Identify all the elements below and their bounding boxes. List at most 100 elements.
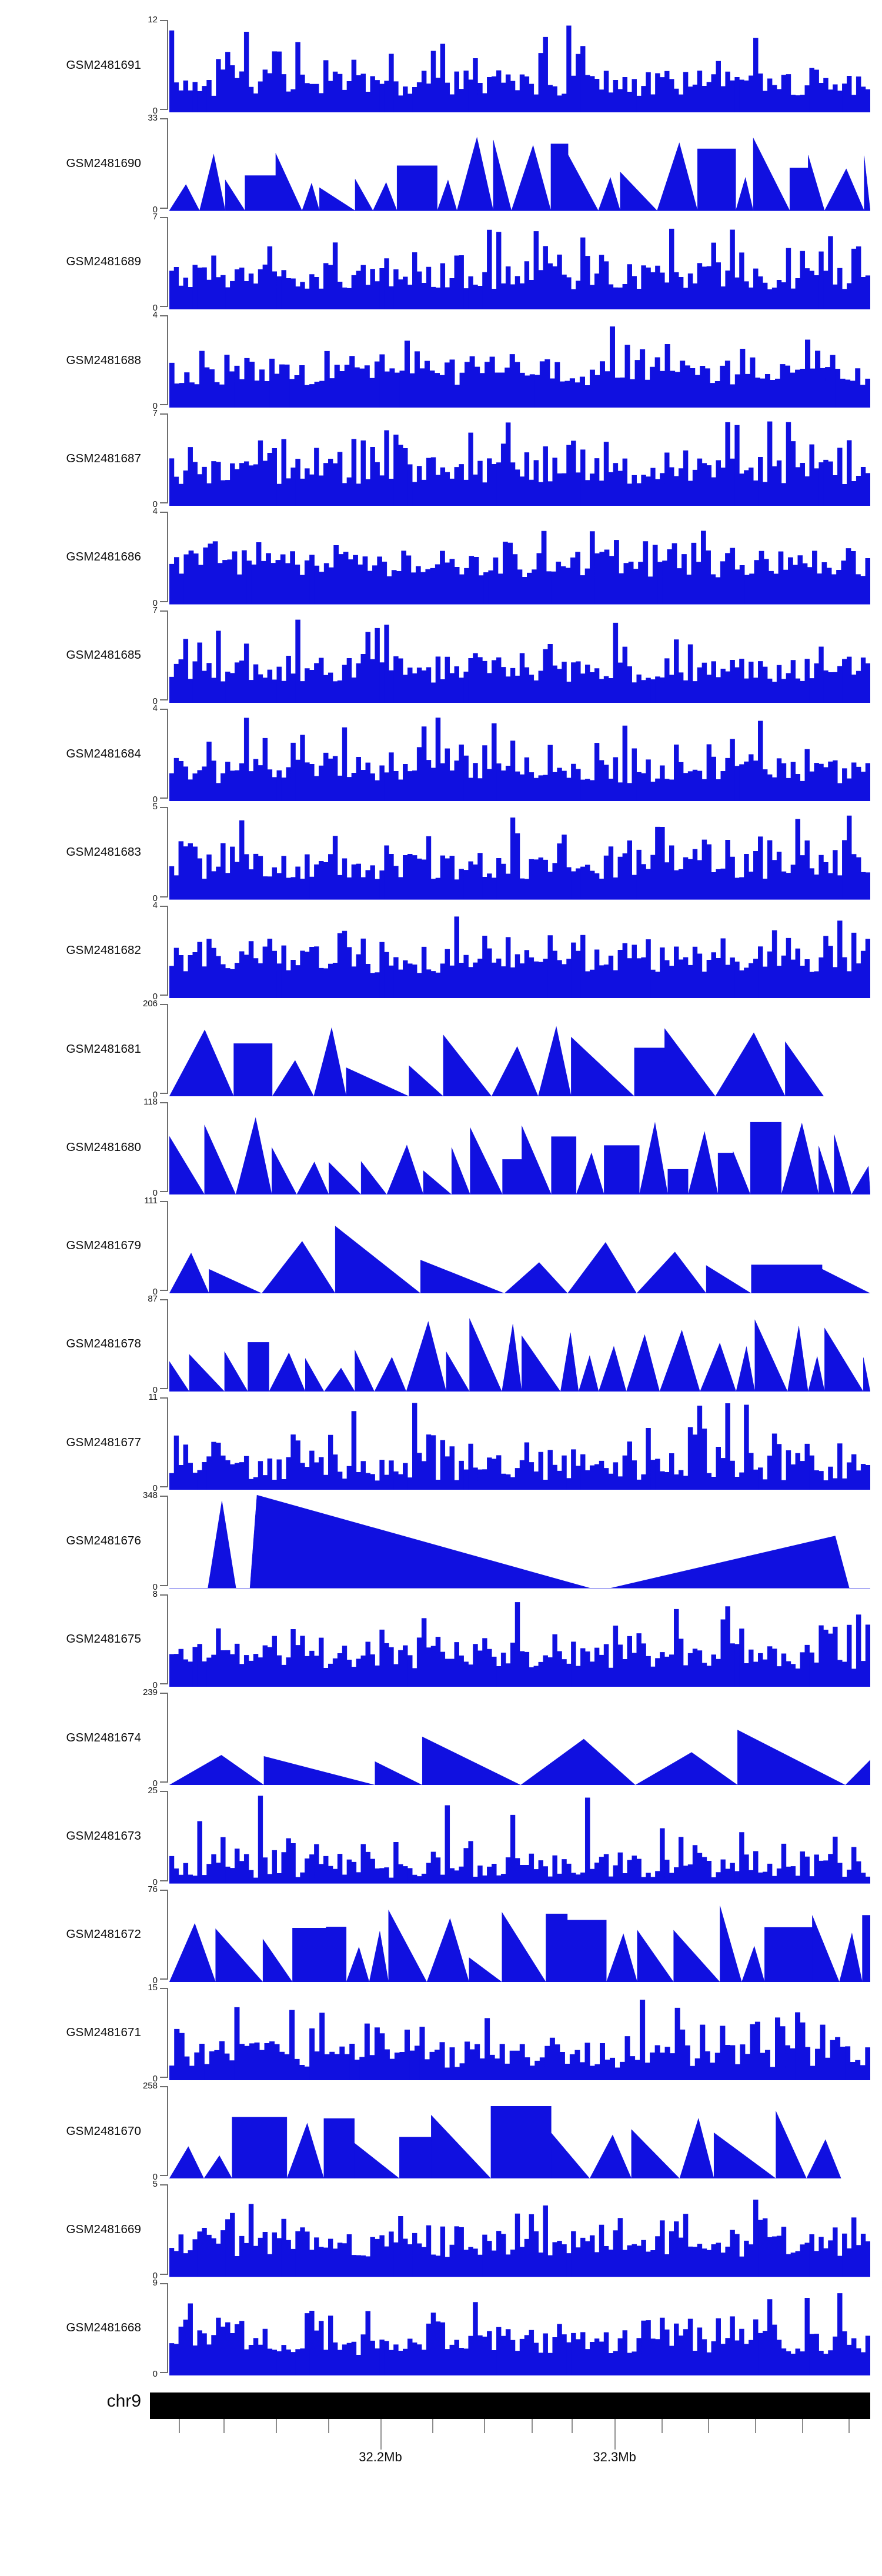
genome-axis: chr9 32.2Mb 32.3Mb	[0, 2388, 882, 2523]
y-axis-max-label: 8	[152, 1589, 158, 1599]
axis-tick	[801, 2419, 803, 2433]
coverage-track[interactable]: GSM2481675 8 0	[0, 1589, 882, 1690]
coverage-track[interactable]: GSM2481690 33 0	[0, 113, 882, 215]
coverage-track[interactable]: GSM2481672 76 0	[0, 1884, 882, 1986]
coverage-track[interactable]: GSM2481680 118 0	[0, 1097, 882, 1198]
sample-label: GSM2481673	[66, 1828, 141, 1843]
coverage-signal[interactable]	[169, 1199, 870, 1293]
coverage-signal[interactable]	[169, 903, 870, 998]
coverage-signal[interactable]	[169, 1100, 870, 1195]
coverage-track[interactable]: GSM2481684 4 0	[0, 703, 882, 805]
axis-label-leader	[380, 2419, 382, 2450]
sample-label: GSM2481679	[66, 1239, 141, 1253]
coverage-signal[interactable]	[169, 1592, 870, 1687]
coverage-signal[interactable]	[169, 1986, 870, 2081]
y-axis-min-label: 0	[152, 1778, 158, 1789]
y-axis-min-label: 0	[152, 598, 158, 608]
coverage-signal[interactable]	[169, 1395, 870, 1490]
y-axis-max-label: 111	[144, 1195, 158, 1206]
y-axis: 111 0	[144, 1196, 168, 1297]
coverage-track[interactable]: GSM2481688 4 0	[0, 310, 882, 411]
coverage-track[interactable]: GSM2481676 348 0	[0, 1490, 882, 1592]
y-axis-max-label: 5	[152, 802, 158, 812]
y-axis: 206 0	[143, 999, 168, 1100]
coverage-track[interactable]: GSM2481668 9 0	[0, 2277, 882, 2379]
coverage-track[interactable]: GSM2481681 206 0	[0, 999, 882, 1100]
coverage-signal[interactable]	[169, 2182, 870, 2277]
y-axis-min-label: 0	[152, 499, 158, 510]
y-axis-min-label: 0	[152, 2368, 158, 2379]
coverage-track[interactable]: GSM2481685 7 0	[0, 605, 882, 706]
y-axis-min-label: 0	[152, 1483, 158, 1494]
y-axis: 76 0	[148, 1884, 168, 1986]
coverage-track[interactable]: GSM2481678 87 0	[0, 1294, 882, 1395]
coverage-track[interactable]: GSM2481687 7 0	[0, 408, 882, 509]
sample-label: GSM2481684	[66, 746, 141, 760]
y-axis: 87 0	[148, 1294, 168, 1395]
coverage-signal[interactable]	[169, 116, 870, 211]
coverage-track[interactable]: GSM2481673 25 0	[0, 1786, 882, 1887]
coverage-signal[interactable]	[169, 1887, 870, 1982]
coverage-signal[interactable]	[169, 411, 870, 506]
coverage-signal[interactable]	[169, 1493, 870, 1589]
coverage-signal[interactable]	[169, 313, 870, 408]
y-axis-max-label: 258	[142, 2081, 158, 2091]
y-axis-max-label: 4	[152, 900, 158, 910]
coverage-track[interactable]: GSM2481679 111 0	[0, 1196, 882, 1297]
coverage-signal[interactable]	[169, 2084, 870, 2179]
coverage-track[interactable]: GSM2481682 4 0	[0, 900, 882, 1002]
coverage-signal[interactable]	[169, 1002, 870, 1097]
y-axis-max-label: 7	[152, 211, 158, 222]
y-axis-min-label: 0	[152, 1975, 158, 1986]
axis-tick	[532, 2419, 533, 2433]
coverage-signal[interactable]	[169, 706, 870, 802]
y-axis-max-label: 9	[152, 2277, 158, 2288]
coverage-signal[interactable]	[169, 509, 870, 605]
coverage-track[interactable]: GSM2481674 239 0	[0, 1687, 882, 1788]
coverage-signal[interactable]	[169, 1297, 870, 1392]
coverage-signal[interactable]	[169, 18, 870, 113]
y-axis-max-label: 118	[143, 1097, 158, 1107]
y-axis-max-label: 11	[148, 1392, 158, 1403]
sample-label: GSM2481687	[66, 451, 141, 465]
coverage-signal[interactable]	[169, 608, 870, 703]
y-axis-min-label: 0	[152, 893, 158, 903]
coverage-track[interactable]: GSM2481677 11 0	[0, 1392, 882, 1494]
coverage-signal[interactable]	[169, 2281, 870, 2375]
coverage-track[interactable]: GSM2481671 15 0	[0, 1983, 882, 2084]
sample-label: GSM2481691	[66, 58, 141, 72]
coverage-track[interactable]: GSM2481669 5 0	[0, 2179, 882, 2281]
chromosome-ideogram[interactable]	[150, 2393, 870, 2419]
axis-tick	[571, 2419, 573, 2433]
coverage-signal[interactable]	[169, 805, 870, 900]
y-axis-max-label: 87	[148, 1293, 158, 1304]
axis-tick	[484, 2419, 486, 2433]
y-axis-min-label: 0	[152, 696, 158, 707]
y-axis-min-label: 0	[152, 1385, 158, 1396]
coverage-signal[interactable]	[169, 215, 870, 309]
y-axis-min-label: 0	[152, 1877, 158, 1887]
sample-label: GSM2481683	[66, 845, 141, 859]
coverage-track[interactable]: GSM2481689 7 0	[0, 212, 882, 313]
coverage-track[interactable]: GSM2481686 4 0	[0, 506, 882, 608]
y-axis-min-label: 0	[152, 106, 158, 116]
coverage-track[interactable]: GSM2481683 5 0	[0, 802, 882, 903]
y-axis-max-label: 7	[152, 605, 158, 615]
coverage-track[interactable]: GSM2481691 12 0	[0, 15, 882, 116]
y-axis-min-label: 0	[152, 1680, 158, 1690]
y-axis-min-label: 0	[152, 1188, 158, 1199]
y-axis: 118 0	[143, 1097, 168, 1198]
coverage-track[interactable]: GSM2481670 258 0	[0, 2081, 882, 2182]
coverage-signal[interactable]	[169, 1788, 870, 1884]
coverage-signal[interactable]	[169, 1690, 870, 1786]
sample-label: GSM2481686	[66, 550, 141, 564]
y-axis-min-label: 0	[152, 2172, 158, 2183]
y-axis-min-label: 0	[152, 1286, 158, 1297]
y-axis: 239 0	[143, 1687, 168, 1788]
y-axis-max-label: 4	[152, 703, 158, 714]
